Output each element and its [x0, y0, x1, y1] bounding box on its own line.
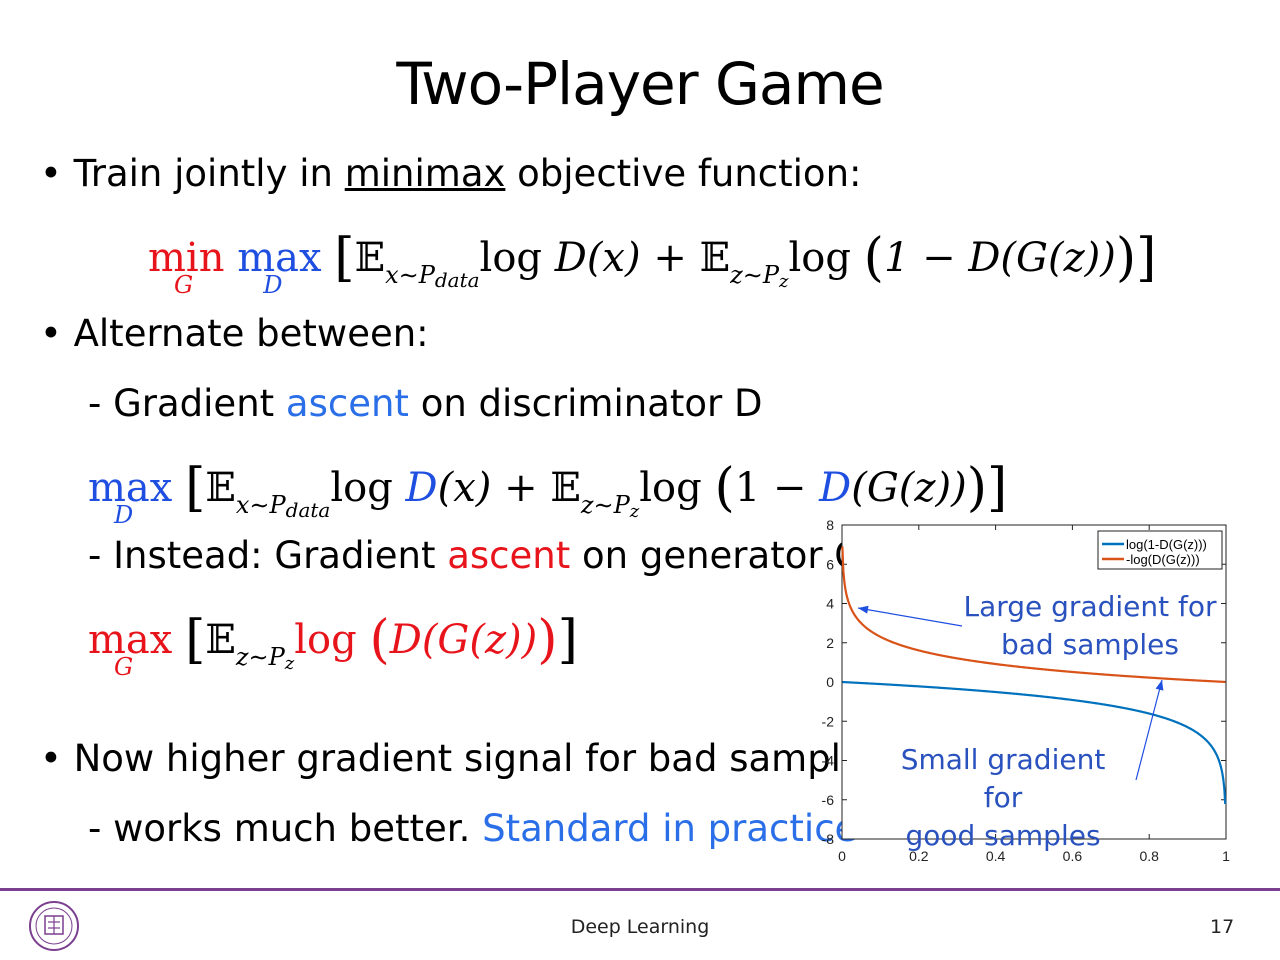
- bullet-higher-gradient: • Now higher gradient signal for bad sam…: [40, 737, 884, 780]
- y-tick-label: -8: [822, 831, 835, 847]
- works-better-line: - works much better. Standard in practic…: [88, 807, 858, 850]
- x-tick-label: 1: [1222, 848, 1230, 864]
- gradient-ascent-discriminator: - Gradient ascent on discriminator D: [88, 382, 763, 425]
- bullet-alternate: • Alternate between:: [40, 312, 429, 355]
- y-tick-label: 8: [826, 517, 834, 533]
- arrow-large-gradient: [857, 607, 963, 627]
- x-tick-label: 0: [838, 848, 846, 864]
- arrow-small-gradient-head: [1155, 680, 1164, 691]
- arrow-small-gradient: [1135, 679, 1163, 781]
- y-tick-label: 0: [826, 674, 834, 690]
- footer-divider: [0, 888, 1280, 891]
- y-tick-label: -2: [822, 713, 835, 729]
- minimax-objective-equation: min G max D [𝔼x∼Pdatalog D(x) + 𝔼z∼Pzlog…: [148, 228, 1157, 299]
- series-line-1: [841, 546, 1226, 684]
- generator-objective-equation: max G [𝔼z∼Pzlog (D(G(z)))]: [88, 610, 578, 681]
- legend-label-1: -log(D(G(z))): [1126, 552, 1200, 567]
- slide-title: Two-Player Game: [396, 50, 884, 118]
- y-tick-label: -4: [822, 753, 835, 769]
- discriminator-objective-equation: max D [𝔼x∼Pdatalog D(x) + 𝔼z∼Pzlog (1 − …: [88, 458, 1008, 529]
- bullet-train-jointly: • Train jointly in minimax objective fun…: [40, 152, 862, 195]
- x-tick-label: 0.4: [986, 848, 1006, 864]
- annotation-small-gradient: Small gradient for good samples: [900, 743, 1106, 852]
- y-tick-label: 6: [826, 556, 834, 572]
- series-line-0: [842, 680, 1227, 805]
- university-logo: [29, 901, 79, 951]
- legend-box: [1097, 530, 1223, 570]
- arrow-large-gradient-head: [858, 605, 869, 614]
- x-tick-label: 0.2: [909, 848, 929, 864]
- y-tick-label: -6: [822, 792, 835, 808]
- gradient-ascent-generator: - Instead: Gradient ascent on generator …: [88, 534, 863, 577]
- x-tick-label: 0.8: [1139, 848, 1159, 864]
- minimax-term: minimax: [344, 152, 506, 195]
- x-tick-label: 0.6: [1063, 848, 1083, 864]
- annotation-large-gradient: Large gradient for bad samples: [963, 590, 1217, 661]
- footer-course-name: Deep Learning: [570, 916, 710, 938]
- page-number: 17: [1210, 916, 1235, 938]
- y-tick-label: 2: [826, 635, 834, 651]
- legend-label-0: log(1-D(G(z))): [1126, 537, 1207, 552]
- y-tick-label: 4: [826, 596, 834, 612]
